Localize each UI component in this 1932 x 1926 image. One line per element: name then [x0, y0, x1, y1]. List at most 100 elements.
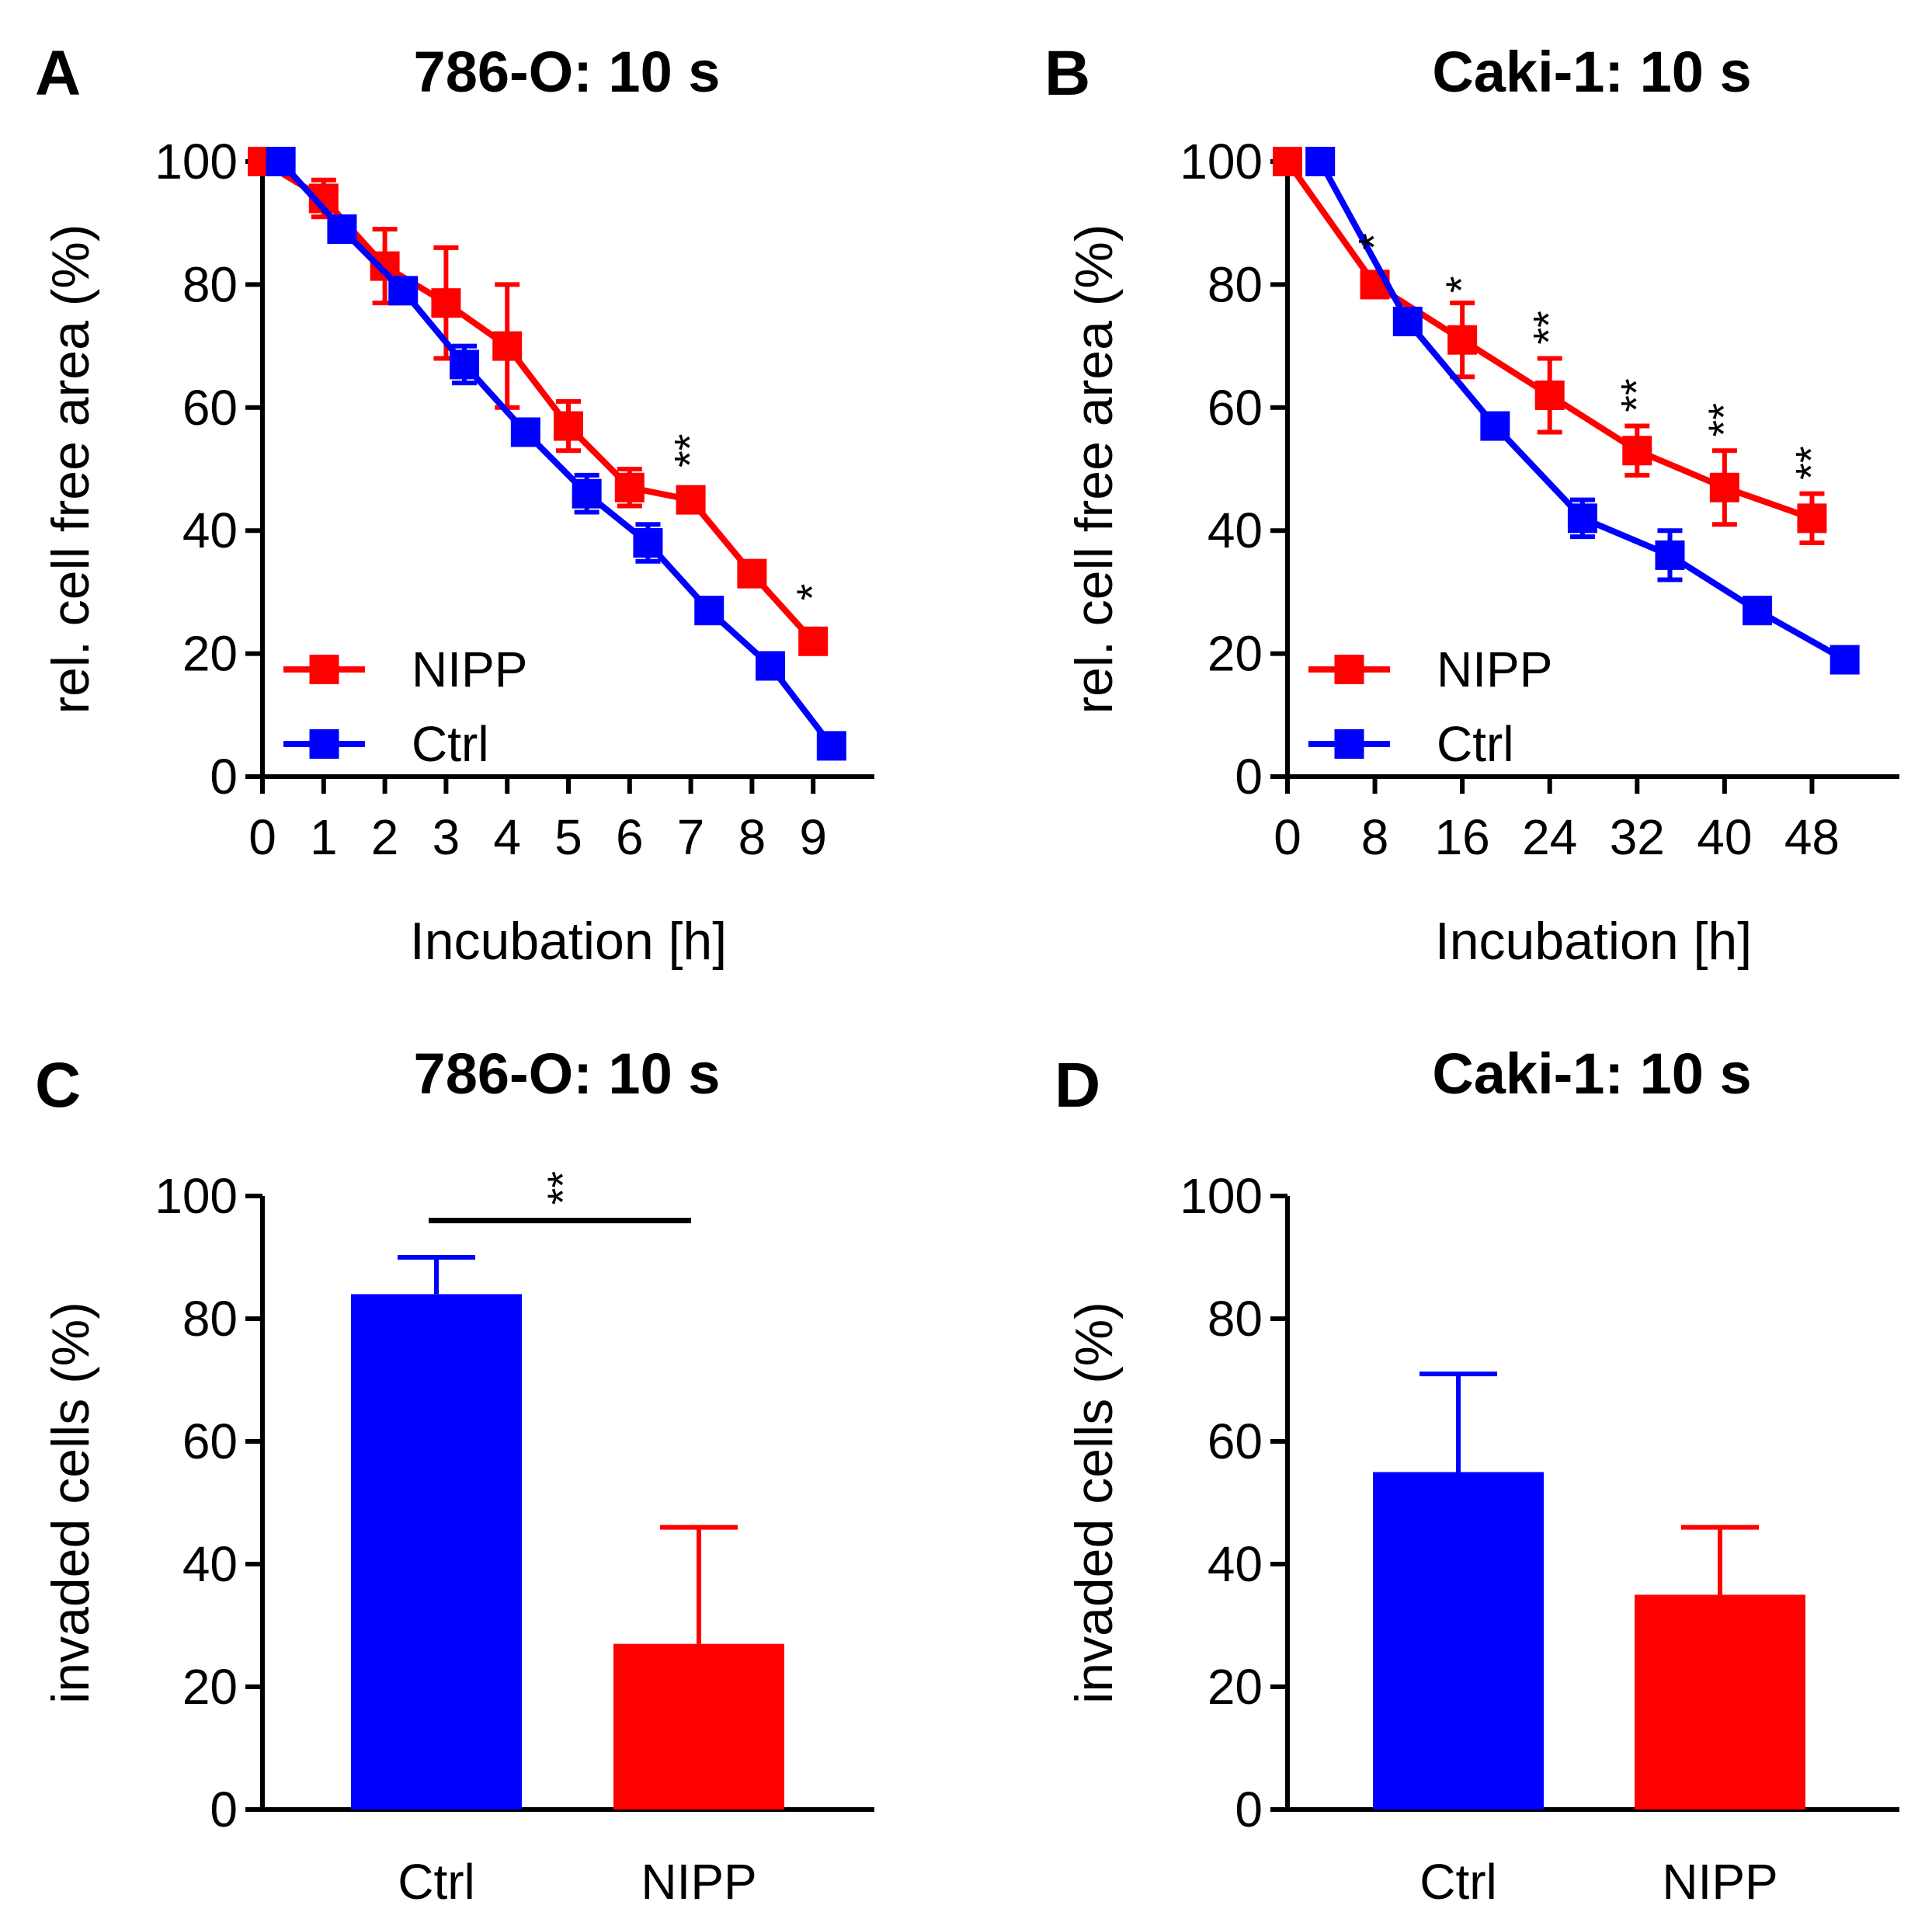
- data-point: [431, 288, 461, 318]
- significance-star: **: [1611, 378, 1660, 412]
- data-point: [266, 147, 296, 176]
- x-tick-label: 24: [1522, 809, 1577, 865]
- data-point: [1447, 325, 1478, 355]
- data-point: [676, 485, 706, 515]
- data-point: [327, 214, 357, 245]
- x-tick-label: 48: [1784, 809, 1840, 865]
- x-tick-label: 16: [1435, 809, 1490, 865]
- y-tick-label: 20: [182, 1659, 238, 1715]
- y-tick-label: 100: [1180, 134, 1263, 189]
- y-tick-label: 20: [182, 626, 238, 682]
- data-point: [1655, 540, 1685, 570]
- data-point: [694, 596, 724, 626]
- data-point: [1743, 596, 1773, 626]
- bar: [351, 1294, 522, 1810]
- data-point: [1273, 147, 1302, 176]
- data-point: [450, 349, 480, 380]
- x-tick-label: 32: [1610, 809, 1665, 865]
- y-axis-label: rel. cell free area (%): [1065, 224, 1124, 714]
- data-point: [1480, 411, 1510, 441]
- x-tick-label: 2: [371, 809, 399, 865]
- legend-label: NIPP: [1437, 641, 1552, 697]
- legend-label: NIPP: [412, 641, 527, 697]
- legend-marker: [1334, 655, 1364, 684]
- data-point: [633, 528, 663, 558]
- x-tick-label: 0: [248, 809, 276, 865]
- significance-star: *: [1437, 276, 1485, 294]
- significance-star: **: [1786, 446, 1835, 480]
- significance-star: *: [787, 584, 836, 601]
- x-tick-label: 3: [433, 809, 460, 865]
- series-line: [1317, 160, 1847, 663]
- bar-group-nipp: NIPP: [613, 1524, 784, 1910]
- x-tick-label: 1: [310, 809, 338, 865]
- significance-star: **: [538, 1171, 587, 1205]
- data-point: [1567, 503, 1597, 534]
- bar-group-ctrl: Ctrl: [1373, 1371, 1544, 1910]
- data-point: [388, 276, 419, 306]
- y-tick-label: 60: [182, 1413, 238, 1469]
- legend-label: Ctrl: [1437, 716, 1514, 772]
- x-axis-label: Incubation [h]: [410, 912, 727, 971]
- data-point: [756, 651, 786, 681]
- data-point: [1534, 380, 1565, 410]
- x-tick-label: 6: [616, 809, 644, 865]
- category-label: NIPP: [1662, 1854, 1777, 1910]
- data-point: [1392, 306, 1423, 336]
- x-tick-label: 40: [1697, 809, 1752, 865]
- data-point: [614, 472, 645, 502]
- y-tick-label: 100: [155, 134, 238, 189]
- panel-title: Caki-1: 10 s: [1432, 40, 1751, 104]
- data-point: [798, 626, 829, 656]
- panel-letter: A: [35, 38, 81, 109]
- x-tick-label: 7: [677, 809, 705, 865]
- legend-marker: [1334, 729, 1364, 759]
- panel-c: C 786-O: 10 s 0 20 40 60 80 100 invaded cells (%…: [35, 1041, 874, 1910]
- x-tick-label: 4: [493, 809, 521, 865]
- series-line: [278, 159, 835, 748]
- panel-letter: C: [35, 1050, 81, 1121]
- data-point: [816, 731, 846, 761]
- series-nipp: [1273, 147, 1827, 546]
- data-point: [737, 558, 767, 589]
- y-axis-label: invaded cells (%): [41, 1302, 100, 1704]
- legend-nipp: NIPP: [283, 641, 527, 697]
- data-point: [572, 478, 602, 509]
- x-tick-label: 0: [1274, 809, 1301, 865]
- series-ctrl: [1305, 147, 1860, 675]
- data-point: [1305, 147, 1336, 176]
- y-tick-label: 80: [1208, 256, 1263, 312]
- panel-title: Caki-1: 10 s: [1432, 1041, 1751, 1106]
- category-label: NIPP: [641, 1854, 756, 1910]
- y-tick-label: 20: [1208, 1659, 1263, 1715]
- y-tick-label: 60: [1208, 380, 1263, 436]
- y-tick-label: 40: [182, 1536, 238, 1592]
- y-tick-label: 80: [182, 256, 238, 312]
- significance-star: *: [1350, 233, 1399, 250]
- data-point: [1622, 436, 1652, 466]
- y-tick-label: 60: [182, 380, 238, 436]
- data-point: [510, 417, 540, 447]
- category-label: Ctrl: [1419, 1854, 1497, 1910]
- y-tick-label: 60: [1208, 1413, 1263, 1469]
- significance-star: **: [665, 433, 714, 468]
- y-axis-label: rel. cell free area (%): [41, 224, 100, 714]
- bar-group-ctrl: Ctrl: [351, 1255, 522, 1910]
- significance-star: **: [1699, 403, 1748, 437]
- bar: [613, 1643, 784, 1810]
- series-ctrl: [266, 147, 846, 761]
- legend-nipp: NIPP: [1308, 641, 1552, 697]
- x-tick-label: 8: [1361, 809, 1389, 865]
- legend-marker: [309, 655, 339, 684]
- panel-letter: D: [1055, 1050, 1100, 1121]
- category-label: Ctrl: [398, 1854, 475, 1910]
- x-tick-label: 9: [799, 809, 827, 865]
- significance-star: **: [1524, 311, 1573, 345]
- y-tick-label: 80: [1208, 1291, 1263, 1347]
- y-tick-label: 80: [182, 1291, 238, 1347]
- x-axis-label: Incubation [h]: [1435, 912, 1752, 971]
- panel-d: D Caki-1: 10 s 0 20 40 60 80 100 invaded cells (…: [1055, 1041, 1899, 1910]
- data-point: [1709, 472, 1739, 502]
